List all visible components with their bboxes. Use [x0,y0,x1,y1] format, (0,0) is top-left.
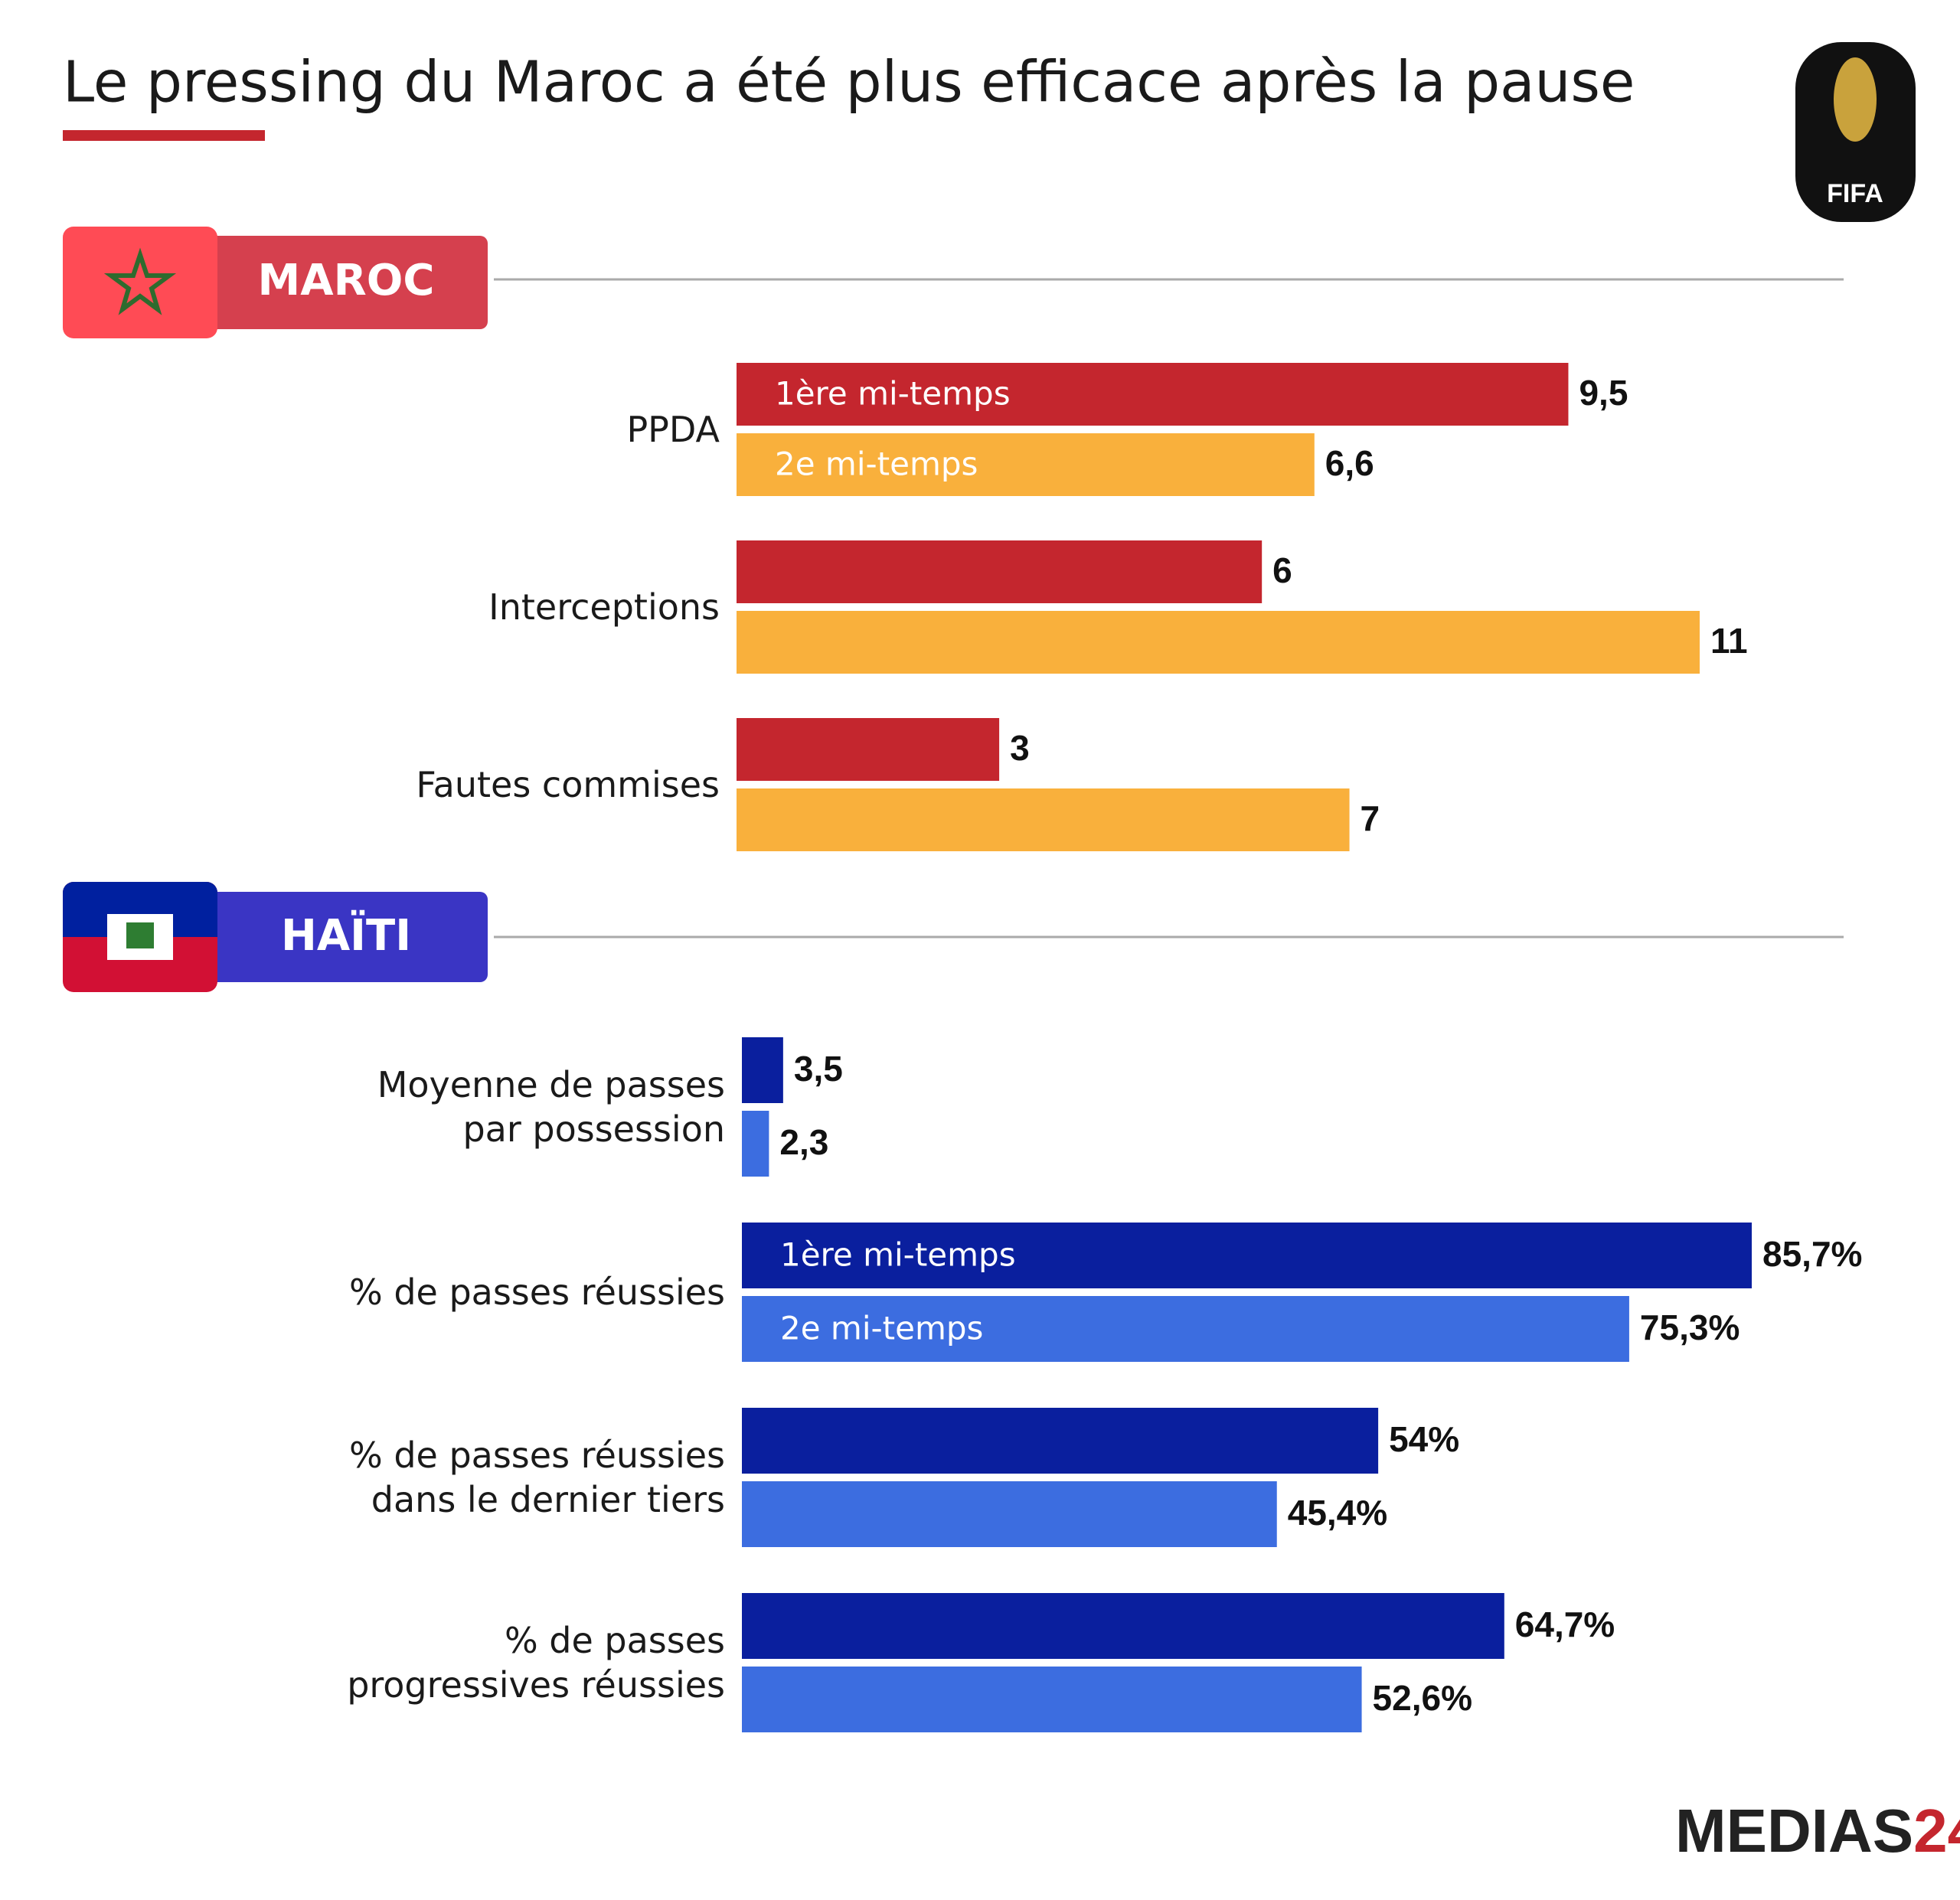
value-label: 54% [1389,1419,1459,1459]
category-label: Interceptions [488,586,720,628]
bar [742,1223,1752,1288]
medias24-logo: MEDIAS24 [1675,1797,1960,1865]
bar [737,433,1315,496]
value-label: 45,4% [1288,1493,1387,1533]
value-label: 3,5 [794,1049,843,1089]
category-label: PPDA [626,409,720,450]
fifa-text: FIFA [1827,179,1883,208]
title: Le pressing du Maroc a été plus efficace… [63,50,1635,116]
value-label: 85,7% [1762,1234,1862,1274]
value-label: 6 [1272,550,1292,590]
haiti-header [63,882,1844,992]
legend-label: 1ère mi-temps [775,375,1011,413]
fifa-logo: FIFA [1795,42,1916,222]
bar [742,1296,1629,1362]
value-label: 6,6 [1325,443,1374,483]
title-underline [63,130,265,141]
legend-label: 1ère mi-temps [780,1236,1016,1274]
section-title: MAROC [258,256,435,305]
value-label: 11 [1710,621,1748,661]
bar [737,788,1350,851]
bar [742,1667,1362,1732]
bar [737,363,1569,426]
section-title: HAÏTI [281,911,411,961]
bar [737,718,1000,781]
category-label: % de passes progressives réussies [347,1620,725,1706]
category-label: % de passes réussies dans le dernier tie… [349,1435,725,1520]
value-label: 7 [1361,798,1380,838]
value-label: 52,6% [1373,1678,1472,1718]
value-label: 75,3% [1640,1307,1740,1347]
bar [737,611,1700,674]
value-label: 3 [1010,728,1030,768]
bar [742,1037,783,1103]
category-label: Fautes commises [416,764,720,805]
value-label: 9,5 [1579,373,1628,413]
legend-label: 2e mi-temps [780,1310,983,1347]
bar [742,1111,769,1177]
bar [737,540,1263,603]
value-label: 2,3 [779,1122,828,1162]
value-label: 64,7% [1515,1605,1615,1644]
maroc-header [63,227,1844,338]
category-label: Moyenne de passes par possession [377,1064,725,1150]
bar [742,1593,1504,1659]
legend-label: 2e mi-temps [775,446,978,483]
bar [742,1481,1277,1547]
logo-number: 24 [1913,1797,1960,1865]
logo-text: MEDIAS [1675,1797,1913,1865]
bar [742,1408,1379,1474]
category-label: % de passes réussies [349,1272,725,1313]
